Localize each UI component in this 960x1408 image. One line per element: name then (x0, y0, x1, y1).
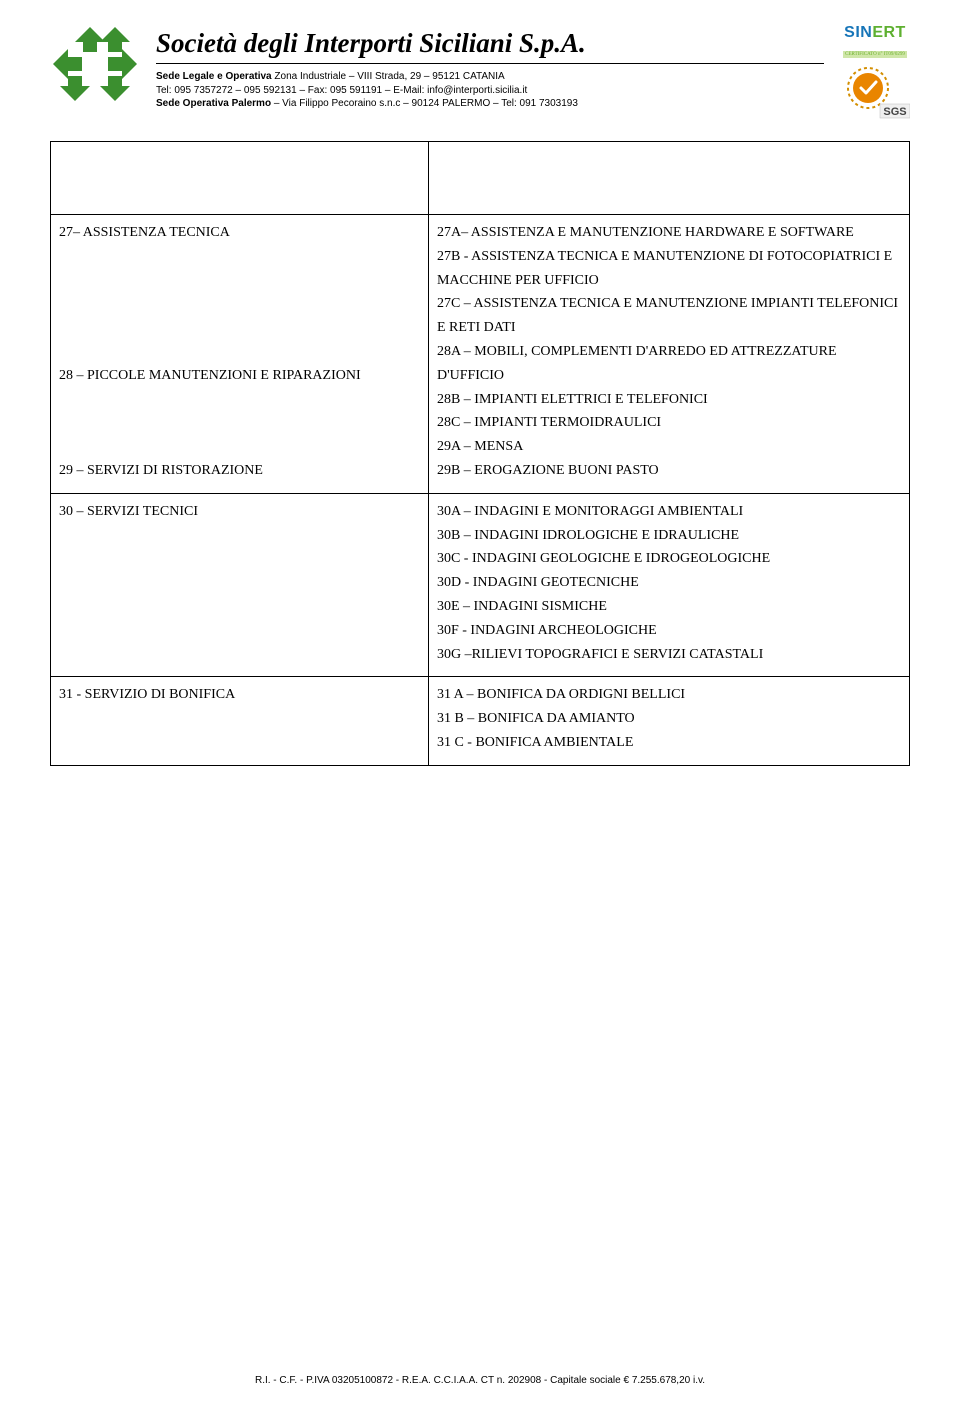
category-cell: 27– ASSISTENZA TECNICA 28 – PICCOLE MANU… (51, 215, 429, 494)
interporti-logo-svg (50, 24, 140, 104)
sgs-badge-svg: SGS (840, 64, 910, 120)
sincert-text: SINERT (844, 24, 906, 41)
address-line-3: Sede Operativa Palermo – Via Filippo Pec… (156, 97, 824, 111)
sincert-cert-number: CERTIFICATO n° IT09/0299 (843, 51, 907, 58)
table-spacer-row (51, 142, 910, 215)
subcategory-cell: 27A– ASSISTENZA E MANUTENZIONE HARDWARE … (428, 215, 909, 494)
address-line-3-rest: – Via Filippo Pecoraino s.n.c – 90124 PA… (271, 98, 578, 109)
table-row: 27– ASSISTENZA TECNICA 28 – PICCOLE MANU… (51, 215, 910, 494)
sincert-badge: SINERT CERTIFICATO n° IT09/0299 (843, 24, 907, 60)
category-cell: 31 - SERVIZIO DI BONIFICA (51, 677, 429, 765)
sgs-badge: SGS (840, 64, 910, 125)
page-footer: R.I. - C.F. - P.IVA 03205100872 - R.E.A.… (0, 1375, 960, 1386)
address-line-1: Sede Legale e Operativa Zona Industriale… (156, 70, 824, 84)
subcategory-cell: 31 A – BONIFICA DA ORDIGNI BELLICI 31 B … (428, 677, 909, 765)
spacer-cell-right (428, 142, 909, 215)
address-block: Sede Legale e Operativa Zona Industriale… (156, 70, 824, 111)
company-name: Società degli Interporti Siciliani S.p.A… (156, 28, 824, 59)
category-cell: 30 – SERVIZI TECNICI (51, 493, 429, 677)
categories-table: 27– ASSISTENZA TECNICA 28 – PICCOLE MANU… (50, 141, 910, 766)
header-rule (156, 63, 824, 64)
address-line-3-bold: Sede Operativa Palermo (156, 98, 271, 109)
address-line-1-rest: Zona Industriale – VIII Strada, 29 – 951… (272, 71, 505, 82)
table-row: 30 – SERVIZI TECNICI 30A – INDAGINI E MO… (51, 493, 910, 677)
certification-badges: SINERT CERTIFICATO n° IT09/0299 SGS (840, 24, 910, 125)
company-logo (50, 24, 140, 109)
header-text-block: Società degli Interporti Siciliani S.p.A… (156, 24, 824, 111)
sincert-ert: ERT (872, 24, 906, 41)
subcategory-cell: 30A – INDAGINI E MONITORAGGI AMBIENTALI … (428, 493, 909, 677)
page-header: Società degli Interporti Siciliani S.p.A… (0, 0, 960, 133)
table-row: 31 - SERVIZIO DI BONIFICA 31 A – BONIFIC… (51, 677, 910, 765)
sgs-label-text: SGS (883, 106, 906, 118)
main-content: 27– ASSISTENZA TECNICA 28 – PICCOLE MANU… (0, 133, 960, 766)
address-line-1-bold: Sede Legale e Operativa (156, 71, 272, 82)
address-line-2: Tel: 095 7357272 – 095 592131 – Fax: 095… (156, 84, 824, 98)
spacer-cell-left (51, 142, 429, 215)
sincert-sin: SIN (844, 24, 872, 41)
